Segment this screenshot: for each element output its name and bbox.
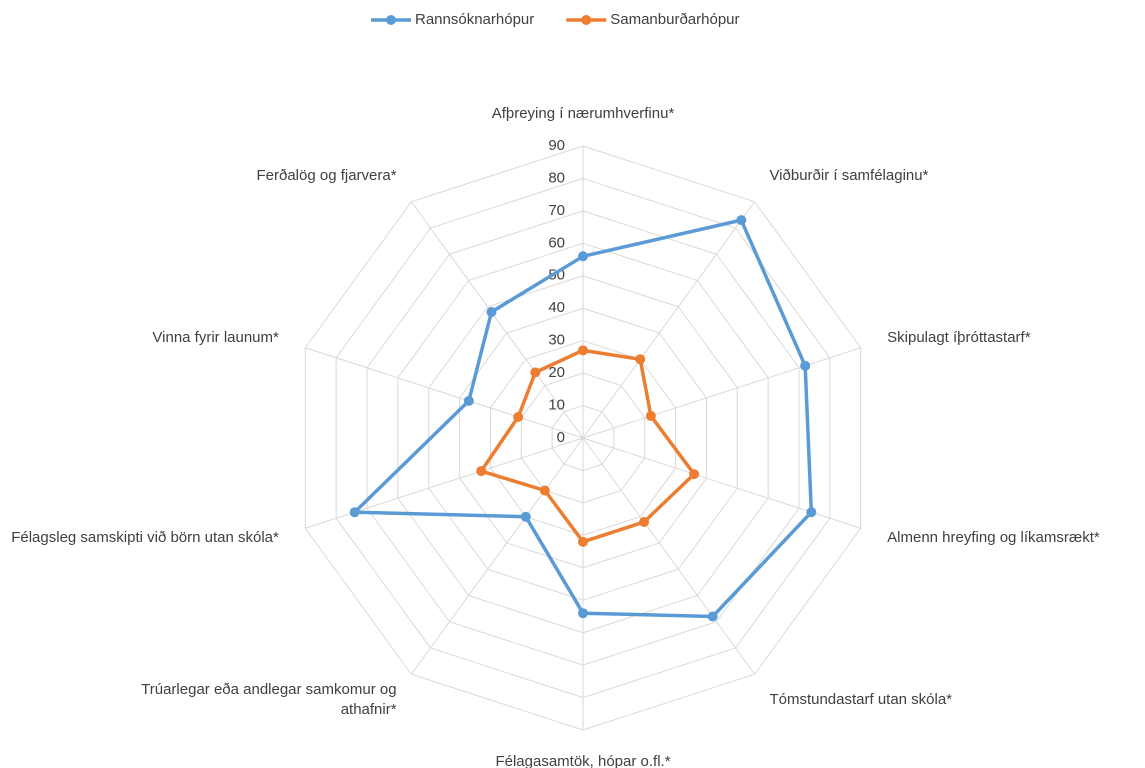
r-tick-label: 80 [548,169,565,186]
r-tick-label: 10 [548,397,565,414]
spoke [582,437,861,529]
category-label: Ferðalög og fjarvera* [256,166,397,184]
data-point [639,516,650,527]
category-label: Skipulagt íþróttastarf* [887,328,1031,346]
category-label: Almenn hreyfing og líkamsrækt* [887,529,1100,547]
data-point [486,307,497,318]
spoke [410,437,584,675]
category-label: Tómstundastarf utan skóla* [769,691,953,709]
data-point [578,608,588,619]
data-point [513,411,524,422]
data-point [736,215,747,226]
data-point [476,466,487,477]
category-label: Félagasamtök, hópar o.fl.* [495,753,671,768]
category-label: Vinna fyrir launum* [152,328,279,346]
data-point [707,611,718,622]
data-point [800,360,811,371]
data-point [635,354,646,365]
data-point [349,507,360,518]
data-point [539,485,550,496]
legend-label: Samanburðarhópur [610,11,739,28]
spoke [410,201,584,439]
r-tick-label: 40 [548,299,565,316]
spoke [582,437,756,675]
data-point [578,536,588,547]
data-point [578,345,588,356]
data-point [530,367,541,378]
spoke [305,347,584,439]
r-tick-label: 60 [548,234,565,251]
r-tick-label: 90 [548,137,565,154]
category-label: Afþreying í nærumhverfinu* [491,105,675,122]
r-tick-label: 30 [548,332,565,349]
data-point [689,469,700,480]
data-point [520,511,531,522]
category-label: Trúarlegar eða andlegar samkomur og atha… [141,681,397,719]
legend-marker [386,15,396,25]
legend-label: Rannsóknarhópur [415,11,534,28]
data-point [806,507,817,518]
legend-marker [581,15,592,25]
data-point [463,395,474,406]
category-label: Viðburðir í samfélaginu* [769,166,929,184]
r-tick-label: 70 [548,202,565,219]
data-point [645,410,656,421]
category-label: Félagsleg samskipti við börn utan skóla* [11,529,279,547]
spoke [582,347,861,439]
r-tick-label: 0 [557,429,565,446]
data-point [578,251,588,262]
spoke [582,201,756,439]
r-tick-label: 20 [548,364,565,381]
series-line [479,348,696,544]
